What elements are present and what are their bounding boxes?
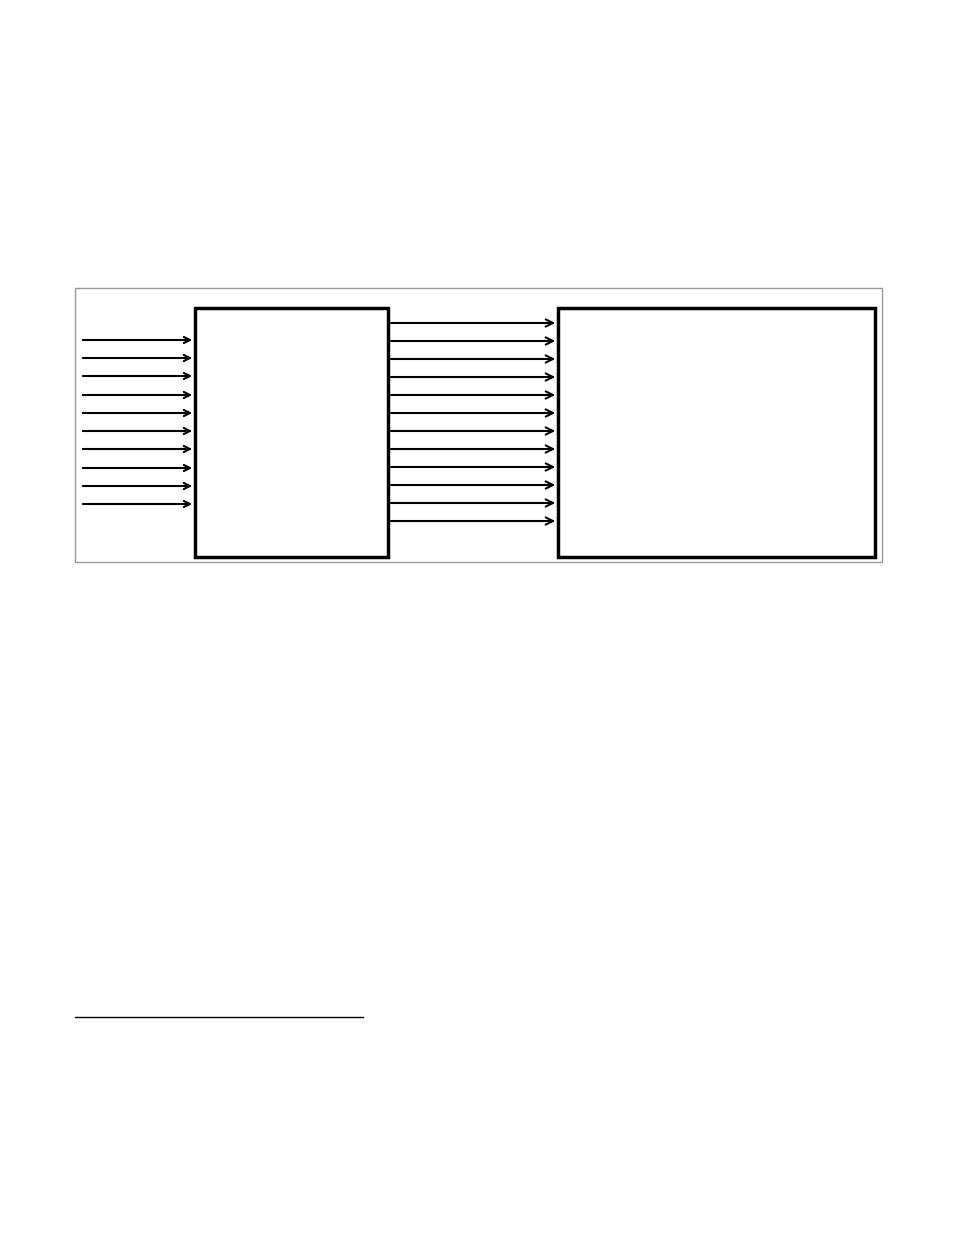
Bar <box>194 308 388 557</box>
Bar <box>75 288 882 562</box>
Bar <box>558 308 874 557</box>
